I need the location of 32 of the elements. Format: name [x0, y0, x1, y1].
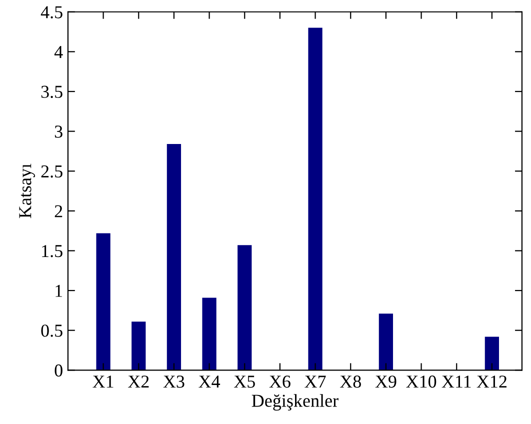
y-tick-label: 3.5 — [41, 86, 62, 98]
y-axis-title: Katsayı — [19, 164, 35, 218]
x-tick-label: X7 — [304, 376, 326, 388]
y-tick-label: 1.5 — [42, 245, 62, 258]
y-tick-label: 0 — [54, 364, 62, 377]
x-tick-label: X12 — [476, 376, 506, 388]
x-axis-title: Değişkenler — [252, 394, 338, 411]
bar — [484, 336, 500, 370]
bar — [238, 245, 252, 370]
y-tick-label: 3 — [54, 126, 62, 138]
x-tick-label: X1 — [92, 376, 114, 388]
bar — [202, 298, 216, 370]
y-tick-label: 2 — [54, 205, 62, 218]
y-tick-label: 2.5 — [41, 165, 62, 178]
bar — [166, 144, 182, 370]
x-tick-label: X5 — [234, 376, 255, 388]
x-tick-label: X11 — [442, 376, 471, 388]
x-tick-label: X8 — [340, 376, 361, 388]
y-tick-label: 1 — [56, 284, 62, 297]
x-tick-label: X2 — [128, 376, 149, 388]
y-tick-label: 0.5 — [41, 324, 62, 337]
bar — [308, 28, 322, 370]
x-tick-label: X3 — [163, 376, 184, 388]
x-tick-label: X10 — [406, 376, 436, 388]
y-tick-label: 4 — [54, 46, 63, 58]
x-tick-label: X4 — [198, 376, 220, 388]
bar — [378, 314, 394, 370]
x-tick-label: X9 — [375, 376, 396, 388]
bar — [96, 233, 110, 370]
y-tick-label: 4.5 — [40, 6, 62, 18]
x-tick-label: X6 — [269, 376, 290, 388]
bar — [132, 322, 146, 370]
